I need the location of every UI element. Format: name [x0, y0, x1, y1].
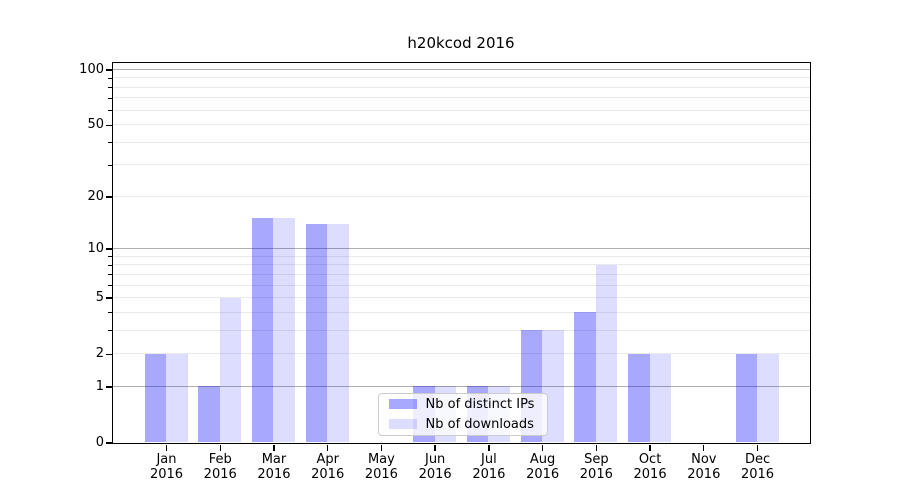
bar-downloads-apr: [327, 223, 349, 443]
x-tick-label-jan: Jan 2016: [149, 452, 184, 482]
y-tick-mark: [105, 248, 112, 250]
x-tick-mark-jan: [165, 444, 168, 451]
x-tick-label-dec: Dec 2016: [740, 452, 775, 482]
minor-gridline: [112, 164, 810, 166]
x-tick-mark-jun: [434, 444, 436, 451]
minor-gridline: [112, 97, 810, 99]
minor-gridline: [112, 311, 810, 313]
bar-downloads-feb: [219, 297, 242, 443]
x-tick-label-nov: Nov 2016: [687, 452, 721, 482]
major-gridline: [112, 69, 810, 70]
bar-distinct-ips-mar: [251, 218, 274, 443]
y-tick-label-100: 100: [79, 62, 104, 77]
y-minor-tick-mark: [108, 97, 112, 99]
minor-gridline: [112, 297, 810, 299]
y-minor-tick-mark: [108, 77, 112, 79]
legend-label-distinct-ips: Nb of distinct IPs: [425, 396, 535, 412]
minor-gridline: [112, 284, 810, 286]
legend: Nb of distinct IPs Nb of downloads: [377, 392, 548, 436]
y-minor-tick-mark: [108, 256, 112, 258]
y-minor-tick-mark: [108, 353, 112, 355]
y-minor-tick-mark: [108, 312, 112, 314]
y-tick-label-5: 5: [95, 290, 104, 306]
legend-entry-distinct-ips: Nb of distinct IPs: [388, 396, 547, 413]
major-gridline: [112, 248, 810, 250]
minor-gridline: [112, 273, 810, 275]
x-tick-label-feb: Feb 2016: [203, 452, 237, 482]
x-tick-label-aug: Aug 2016: [526, 452, 560, 482]
x-tick-mark-may: [380, 444, 383, 451]
x-tick-mark-mar: [273, 444, 275, 451]
bar-distinct-ips-dec: [735, 353, 758, 443]
x-tick-label-jul: Jul 2016: [472, 452, 506, 482]
minor-gridline: [112, 86, 810, 88]
y-minor-tick-mark: [108, 330, 112, 332]
legend-entry-downloads: Nb of downloads: [388, 416, 547, 433]
minor-gridline: [112, 124, 810, 126]
minor-gridline: [112, 77, 810, 79]
x-tick-label-apr: Apr 2016: [311, 452, 345, 482]
bar-downloads-jan: [166, 353, 188, 443]
bar-distinct-ips-jan: [144, 353, 166, 443]
y-tick-label-0: 0: [95, 435, 104, 450]
bar-downloads-sep: [595, 264, 618, 443]
bar-downloads-dec: [757, 353, 779, 443]
minor-gridline: [112, 353, 810, 355]
y-minor-tick-mark: [108, 110, 112, 112]
x-tick-mark-dec: [756, 444, 759, 451]
y-tick-label-1: 1: [95, 378, 104, 394]
x-tick-mark-apr: [326, 444, 329, 451]
x-tick-label-jun: Jun 2016: [418, 452, 452, 482]
bar-downloads-mar: [273, 218, 295, 443]
y-minor-tick-mark: [108, 285, 112, 287]
y-tick-mark: [105, 442, 112, 444]
y-tick-mark: [105, 69, 112, 71]
y-minor-tick-mark: [108, 274, 112, 276]
x-tick-mark-jul: [488, 444, 490, 451]
x-tick-label-oct: Oct 2016: [633, 452, 667, 482]
minor-gridline: [112, 195, 810, 197]
minor-gridline: [112, 329, 810, 331]
y-tick-label-2: 2: [95, 346, 104, 362]
bar-distinct-ips-oct: [628, 353, 650, 443]
x-tick-mark-feb: [219, 444, 221, 451]
x-tick-mark-oct: [649, 444, 651, 451]
y-minor-tick-mark: [108, 196, 112, 198]
y-minor-tick-mark: [108, 297, 112, 299]
y-minor-tick-mark: [108, 87, 112, 89]
minor-gridline: [112, 255, 810, 257]
bar-distinct-ips-sep: [574, 312, 596, 443]
major-gridline: [112, 385, 810, 387]
chart-title: h20kcod 2016: [407, 34, 515, 52]
legend-label-downloads: Nb of downloads: [425, 416, 534, 432]
bar-downloads-oct: [649, 353, 672, 443]
y-tick-mark: [105, 386, 112, 388]
x-tick-mark-sep: [595, 444, 598, 451]
legend-swatch-downloads: [388, 419, 417, 429]
y-tick-label-50: 50: [87, 117, 104, 133]
y-minor-tick-mark: [108, 264, 112, 266]
y-minor-tick-mark: [108, 164, 112, 166]
minor-gridline: [112, 109, 810, 111]
x-tick-label-may: May 2016: [364, 452, 398, 482]
y-tick-label-10: 10: [87, 241, 104, 257]
plot-area: Nb of distinct IPs Nb of downloads: [111, 61, 811, 444]
minor-gridline: [112, 264, 810, 266]
bar-distinct-ips-feb: [198, 386, 220, 443]
x-tick-mark-aug: [541, 444, 544, 451]
bar-distinct-ips-apr: [305, 223, 328, 443]
legend-swatch-distinct-ips: [388, 399, 417, 409]
minor-gridline: [112, 141, 810, 143]
y-minor-tick-mark: [108, 142, 112, 144]
y-tick-label-20: 20: [87, 188, 104, 204]
x-tick-mark-nov: [703, 444, 705, 451]
x-tick-label-mar: Mar 2016: [257, 452, 291, 482]
y-minor-tick-mark: [108, 124, 112, 126]
x-tick-label-sep: Sep 2016: [579, 452, 613, 482]
